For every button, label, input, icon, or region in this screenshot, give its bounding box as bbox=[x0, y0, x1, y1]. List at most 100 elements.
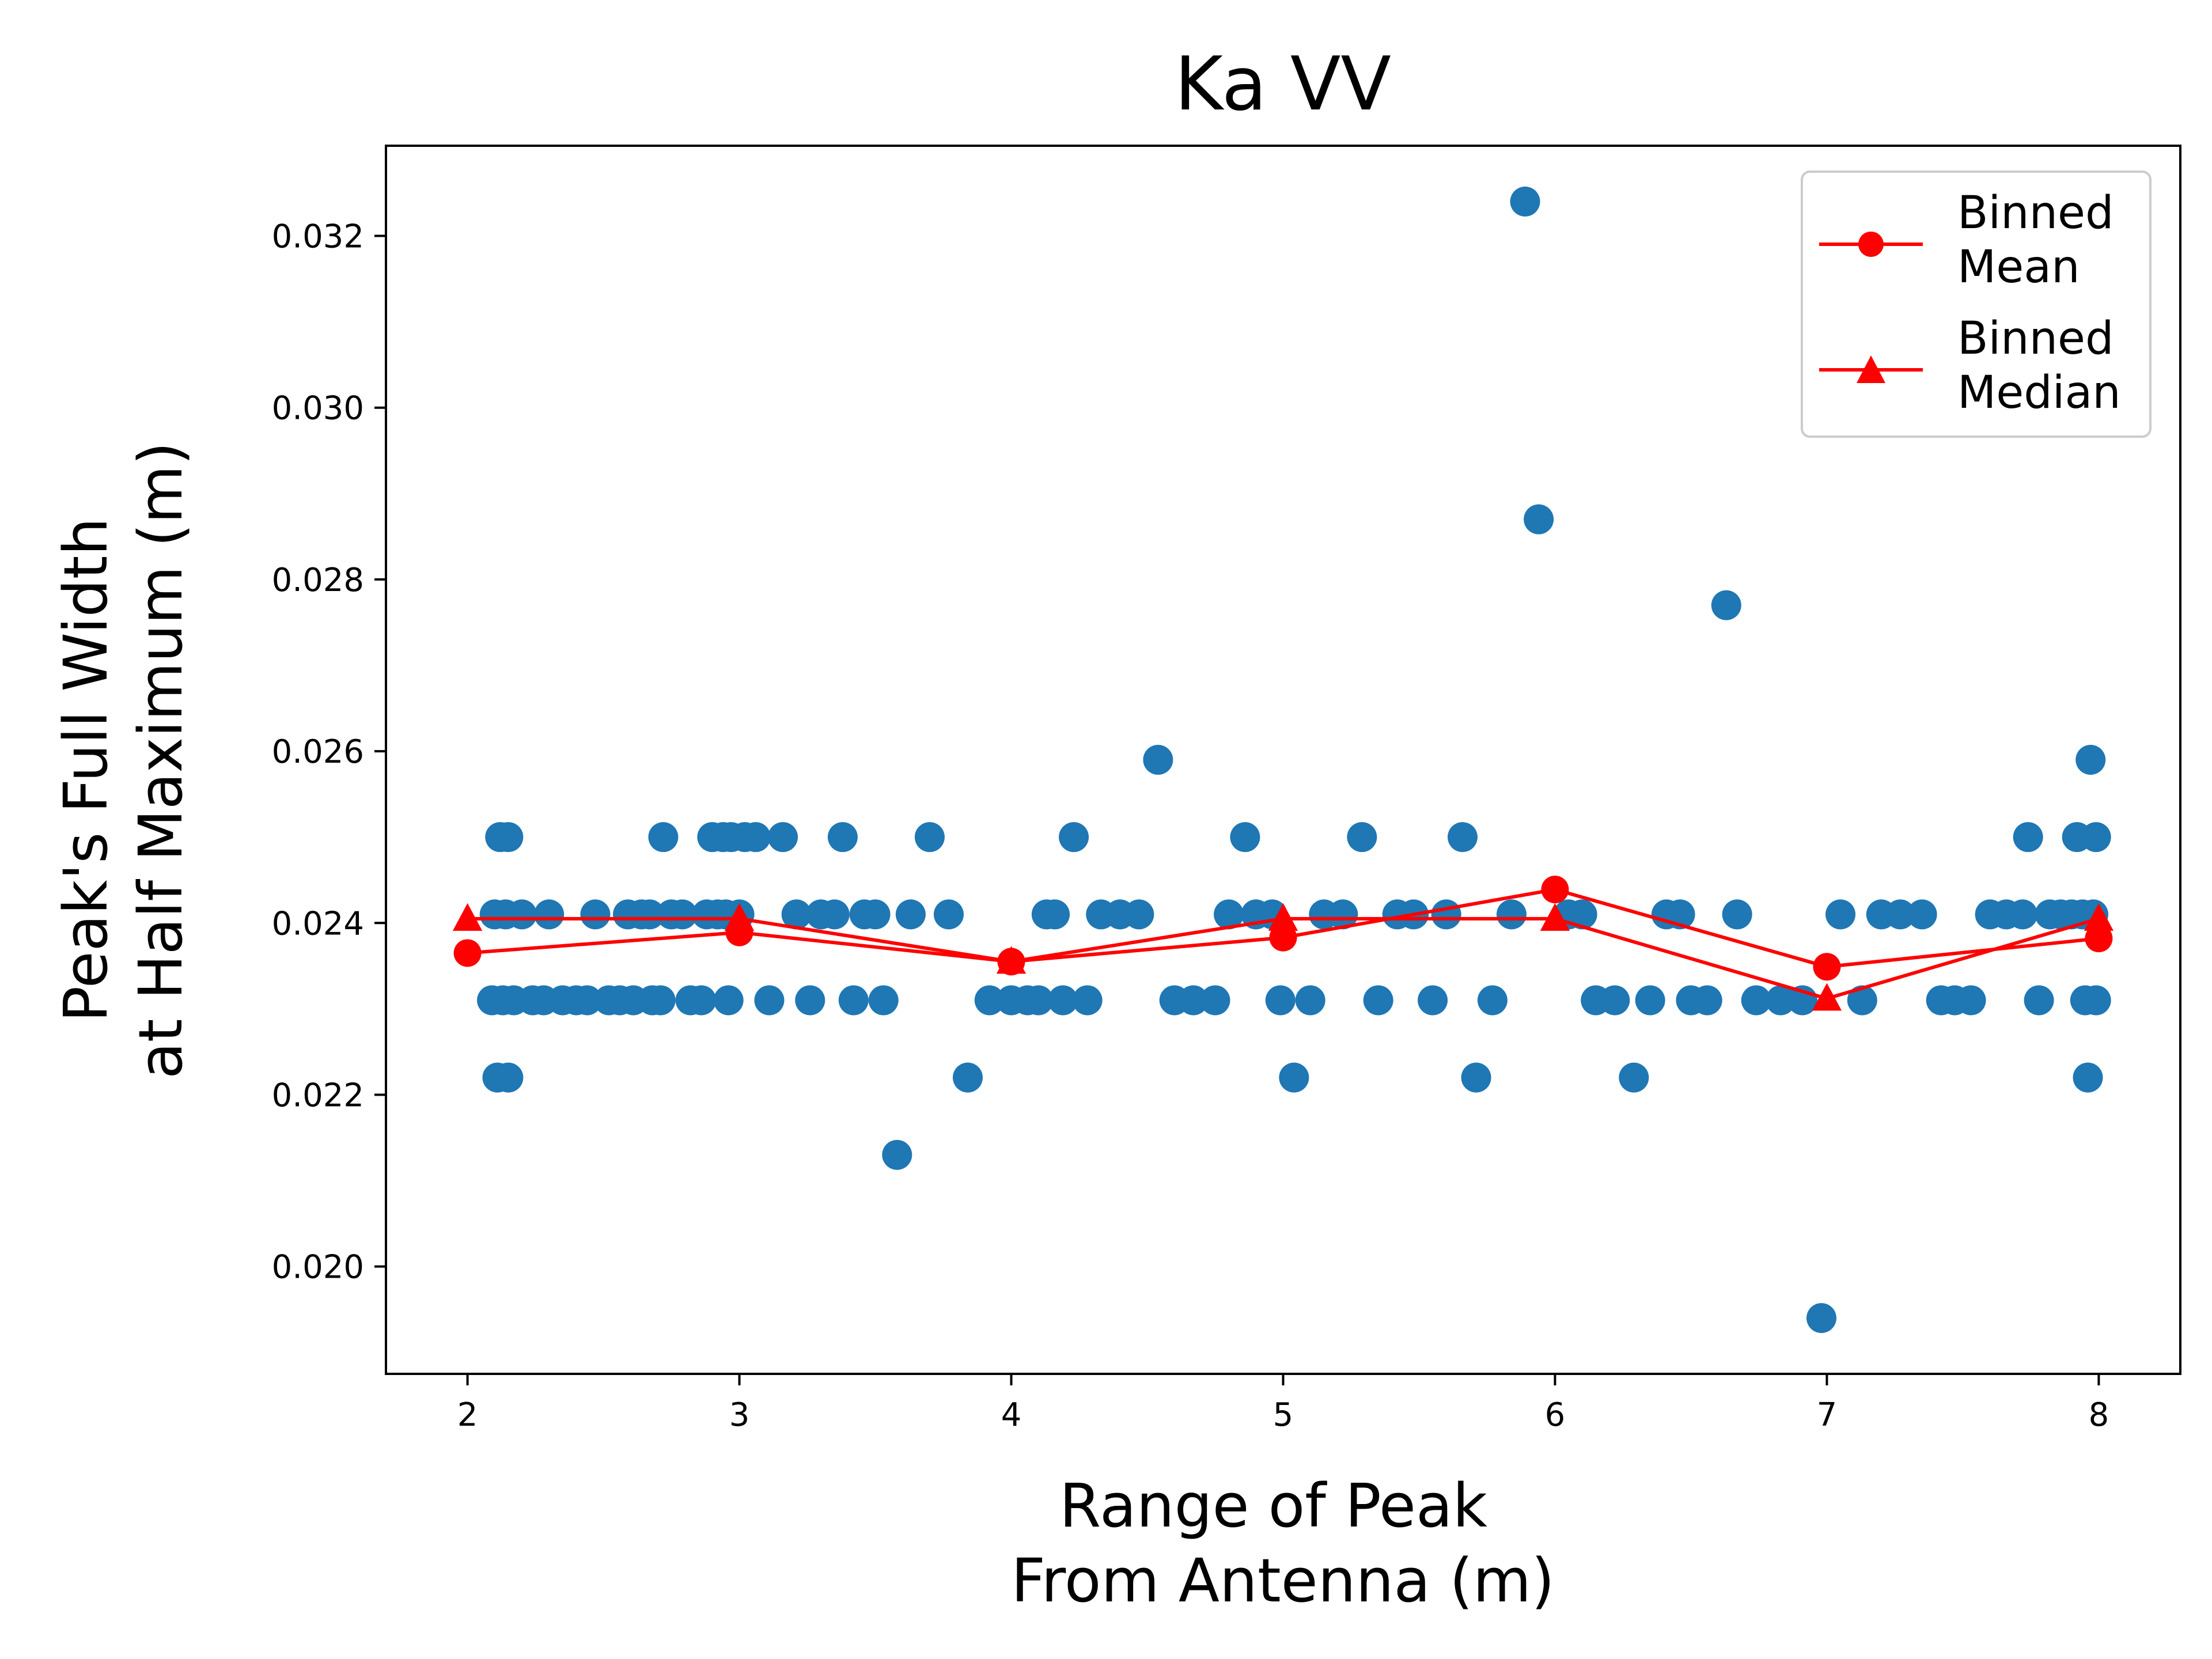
scatter-point bbox=[2073, 1062, 2103, 1093]
binned-mean-marker bbox=[2085, 925, 2113, 953]
scatter-point bbox=[860, 899, 891, 930]
legend-label-median-line-1: Binned bbox=[1957, 313, 2114, 365]
scatter-point bbox=[1461, 1062, 1491, 1093]
scatter-point bbox=[1048, 985, 1078, 1016]
scatter-point bbox=[686, 985, 717, 1016]
scatter-point bbox=[953, 1062, 983, 1093]
scatter-point bbox=[1072, 985, 1103, 1016]
scatter-point bbox=[1230, 822, 1260, 853]
x-axis: 2 3 4 5 6 7 8 bbox=[457, 1374, 2109, 1434]
scatter-point bbox=[1510, 186, 1540, 217]
x-tick-label: 4 bbox=[1001, 1396, 1022, 1434]
scatter-point bbox=[882, 1139, 912, 1170]
scatter-point bbox=[506, 899, 537, 930]
binned-median-marker bbox=[452, 903, 483, 931]
scatter-point bbox=[795, 985, 825, 1016]
binned-median-marker bbox=[724, 903, 755, 931]
binned-median-marker bbox=[996, 946, 1027, 974]
x-tick-label: 2 bbox=[457, 1396, 478, 1434]
scatter-point bbox=[1124, 899, 1154, 930]
x-tick-label: 6 bbox=[1545, 1396, 1566, 1434]
x-tick-label: 8 bbox=[2089, 1396, 2109, 1434]
binned-mean-marker bbox=[1813, 953, 1841, 981]
legend-median-marker bbox=[1857, 355, 1885, 383]
scatter-point bbox=[1567, 899, 1597, 930]
scatter-point bbox=[1766, 985, 1796, 1016]
scatter-point bbox=[1806, 1303, 1836, 1334]
scatter-point bbox=[1040, 899, 1070, 930]
scatter-point bbox=[1847, 985, 1877, 1016]
scatter-point bbox=[740, 822, 771, 853]
y-tick-label: 0.026 bbox=[272, 733, 364, 771]
scatter-point bbox=[1619, 1062, 1649, 1093]
scatter-point bbox=[1600, 985, 1630, 1016]
scatter-point bbox=[1363, 985, 1393, 1016]
scatter-point bbox=[933, 899, 964, 930]
scatter-point bbox=[1023, 985, 1054, 1016]
scatter-point bbox=[1059, 822, 1089, 853]
legend-label-mean-line-1: Binned bbox=[1957, 187, 2114, 239]
scatter-point bbox=[1524, 504, 1554, 535]
scatter-point bbox=[1143, 745, 1173, 775]
scatter-point bbox=[1448, 822, 1478, 853]
scatter-point bbox=[754, 985, 785, 1016]
legend-label-median-line-2: Median bbox=[1957, 367, 2121, 419]
binned-median-marker bbox=[1268, 903, 1298, 931]
scatter-point bbox=[1295, 985, 1325, 1016]
binned-mean-marker bbox=[1541, 876, 1569, 904]
y-tick-label: 0.024 bbox=[272, 905, 364, 942]
legend-label-mean: Binned Mean bbox=[1957, 187, 2128, 293]
chart-title: Ka VV bbox=[1175, 41, 1391, 127]
scatter-point bbox=[645, 985, 676, 1016]
legend: Binned Mean Binned Median bbox=[1801, 171, 2152, 438]
scatter-point bbox=[634, 899, 665, 930]
scatter-point bbox=[838, 985, 869, 1016]
scatter-point bbox=[1200, 985, 1230, 1016]
scatter-point bbox=[914, 822, 945, 853]
legend-label-median: Binned Median bbox=[1957, 313, 2128, 419]
y-axis-label-line-1: Peak's Full Width bbox=[51, 518, 121, 1022]
scatter-point bbox=[895, 899, 926, 930]
scatter-point bbox=[1741, 985, 1771, 1016]
y-axis: 0.020 0.022 0.024 0.026 0.028 0.030 0.032 bbox=[272, 218, 386, 1286]
scatter-point bbox=[2081, 822, 2111, 853]
y-tick-label: 0.032 bbox=[272, 218, 364, 256]
y-tick-label: 0.030 bbox=[272, 390, 364, 427]
y-axis-label: Peak's Full Width at Half Maximum (m) bbox=[51, 442, 196, 1079]
scatter-point bbox=[1431, 899, 1461, 930]
scatter-point bbox=[1418, 985, 1448, 1016]
scatter-point bbox=[1722, 899, 1752, 930]
scatter-point bbox=[1692, 985, 1722, 1016]
binned-median-marker bbox=[1812, 983, 1842, 1011]
x-tick-label: 3 bbox=[729, 1396, 750, 1434]
scatter-point bbox=[2081, 985, 2111, 1016]
scatter-point bbox=[534, 899, 565, 930]
y-tick-label: 0.022 bbox=[272, 1077, 364, 1114]
scatter-point bbox=[713, 985, 744, 1016]
scatter-point bbox=[1907, 899, 1937, 930]
scatter-point bbox=[768, 822, 798, 853]
binned-mean-marker bbox=[453, 939, 482, 967]
scatter-point bbox=[1477, 985, 1508, 1016]
scatter-point bbox=[1825, 899, 1856, 930]
scatter-point bbox=[1496, 899, 1527, 930]
y-axis-label-line-2: at Half Maximum (m) bbox=[126, 442, 196, 1079]
scatter-point bbox=[1328, 899, 1358, 930]
binned-median-marker bbox=[2084, 903, 2114, 931]
scatter-point bbox=[2075, 745, 2106, 775]
y-tick-label: 0.020 bbox=[272, 1249, 364, 1286]
scatter-point bbox=[2024, 985, 2054, 1016]
scatter-point bbox=[1711, 590, 1741, 620]
scatter-point bbox=[819, 899, 850, 930]
scatter-point bbox=[1265, 985, 1296, 1016]
scatter-point bbox=[493, 1062, 524, 1093]
plot-marks bbox=[452, 186, 2114, 1334]
scatter-point bbox=[2008, 899, 2038, 930]
scatter-point bbox=[648, 822, 679, 853]
scatter-point bbox=[868, 985, 899, 1016]
x-tick-label: 7 bbox=[1817, 1396, 1838, 1434]
scatter-point bbox=[2013, 822, 2043, 853]
legend-mean-marker bbox=[1858, 232, 1884, 257]
